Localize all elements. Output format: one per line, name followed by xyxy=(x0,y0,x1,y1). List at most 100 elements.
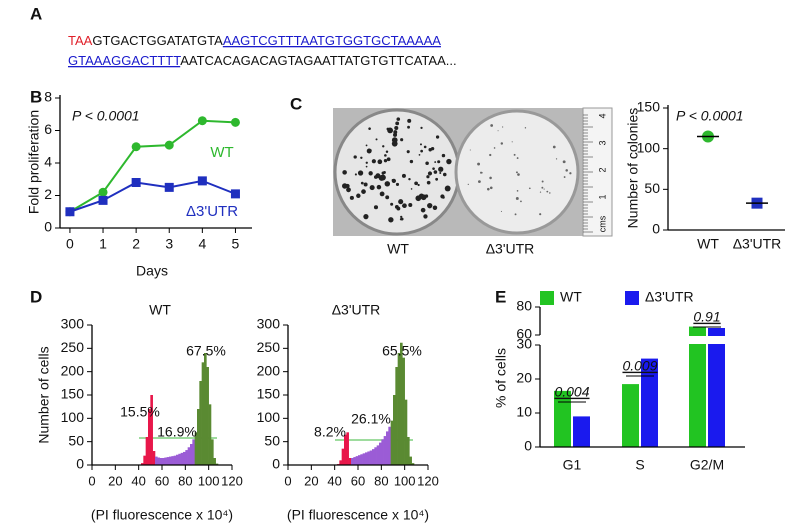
colony xyxy=(569,172,572,175)
x-tick-label: 40 xyxy=(327,473,341,488)
point xyxy=(197,176,207,186)
hist-bar xyxy=(351,458,354,465)
point xyxy=(131,142,141,152)
colony xyxy=(373,205,379,210)
y-tick-label: 200 xyxy=(257,362,281,378)
point xyxy=(230,117,240,127)
ruler-label: 4 xyxy=(597,113,607,118)
colony xyxy=(420,207,426,213)
colony xyxy=(441,153,446,158)
x-tick-label: 60 xyxy=(155,473,169,488)
colony xyxy=(423,145,427,149)
hist-bar xyxy=(213,458,216,465)
colony xyxy=(478,180,481,184)
panel-label: C xyxy=(290,94,302,113)
hist-bar xyxy=(166,457,170,465)
annotation: P < 0.0001 xyxy=(72,108,140,124)
colony xyxy=(565,169,568,172)
y-tick-label: 300 xyxy=(257,316,281,332)
colony xyxy=(387,127,394,134)
annotation: 15.5% xyxy=(120,404,160,420)
hist-bar xyxy=(192,439,195,465)
hist-bar xyxy=(393,395,396,465)
sequence-line: TAAGTGACTGGATATGTAAAGTCGTTTAATGTGGTGCTAA… xyxy=(68,33,441,48)
colony xyxy=(480,171,483,174)
colony xyxy=(401,204,404,207)
ruler-label: cms xyxy=(597,215,607,232)
colony xyxy=(394,125,399,131)
bar xyxy=(554,390,571,447)
colony xyxy=(543,188,545,190)
colony xyxy=(390,202,394,206)
colony xyxy=(539,213,542,216)
hist-bar xyxy=(383,436,387,465)
hist-bar xyxy=(355,456,359,465)
hist-bar xyxy=(148,409,151,465)
x-axis-label: (PI fluorescence x 10⁴) xyxy=(91,507,233,523)
colony xyxy=(541,180,544,183)
x-tick-label: G2/M xyxy=(690,457,724,473)
y-axis-label: Fold proliferation xyxy=(26,110,42,214)
chart-title: Δ3'UTR xyxy=(332,302,381,318)
colony xyxy=(391,179,394,181)
colony xyxy=(384,154,387,157)
y-tick-label: 0 xyxy=(44,219,52,235)
colony xyxy=(360,181,364,185)
photo-label: Δ3'UTR xyxy=(486,241,535,257)
colony xyxy=(513,153,516,156)
colony xyxy=(444,185,451,192)
colony xyxy=(409,159,414,164)
hist-bar xyxy=(407,437,410,465)
colony xyxy=(427,202,433,209)
y-tick-label: 30 xyxy=(516,336,532,352)
y-tick-label: 20 xyxy=(516,370,532,386)
seq-plain: GTGACTGGATATGTA xyxy=(92,33,223,48)
hist-bar xyxy=(157,457,160,465)
colony xyxy=(414,181,418,186)
colony xyxy=(427,171,433,176)
colony xyxy=(371,159,376,164)
colony xyxy=(395,182,400,186)
y-tick-label: 0 xyxy=(524,438,532,454)
panel-label: A xyxy=(30,4,42,23)
colony xyxy=(426,175,430,179)
x-tick-label: 80 xyxy=(178,473,192,488)
colony xyxy=(425,161,429,166)
bar xyxy=(622,384,639,447)
colony xyxy=(400,217,404,221)
colony xyxy=(433,170,438,174)
colony xyxy=(511,141,513,143)
x-tick-label: 0 xyxy=(284,473,291,488)
colony xyxy=(342,183,348,189)
colony xyxy=(500,210,503,212)
x-tick-label: 2 xyxy=(132,236,140,252)
colony xyxy=(439,171,442,175)
colony xyxy=(394,204,399,209)
colony xyxy=(418,153,421,156)
hist-bar xyxy=(176,454,179,465)
hist-bar xyxy=(358,455,361,465)
x-tick-label: 5 xyxy=(232,236,240,252)
hist-bar xyxy=(372,449,375,465)
bar xyxy=(641,358,658,447)
y-tick-label: 2 xyxy=(44,186,52,202)
legend-swatch xyxy=(540,291,554,305)
series-line xyxy=(69,179,236,213)
x-tick-label: Δ3'UTR xyxy=(733,236,782,252)
y-tick-label: 150 xyxy=(61,386,85,402)
x-tick-label: G1 xyxy=(563,457,582,473)
x-axis-label: (PI fluorescence x 10⁴) xyxy=(287,507,429,523)
point xyxy=(164,182,174,192)
y-tick-label: 50 xyxy=(68,432,84,448)
y-tick-label: 150 xyxy=(637,99,661,115)
hist-bar xyxy=(353,457,356,465)
seq-stop: TAA xyxy=(68,33,93,48)
hist-bar xyxy=(341,448,345,465)
colony xyxy=(539,191,542,193)
y-tick-label: 150 xyxy=(257,386,281,402)
colony xyxy=(562,160,566,164)
hist-bar xyxy=(369,450,373,465)
hist-bar xyxy=(201,362,205,465)
hist-bar xyxy=(150,395,153,465)
